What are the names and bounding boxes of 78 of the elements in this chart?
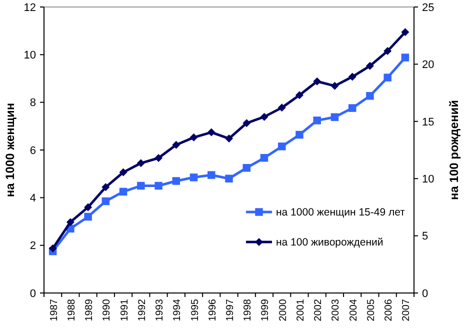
point <box>260 112 268 121</box>
x-tick-label: 1987 <box>48 298 60 322</box>
x-tick-label: 1994 <box>172 298 184 322</box>
point <box>225 174 233 182</box>
point <box>278 104 286 112</box>
point <box>313 77 322 86</box>
x-tick-label: 1997 <box>225 298 236 322</box>
point <box>102 197 110 206</box>
x-tick-label: 1995 <box>190 298 201 322</box>
point <box>102 183 110 192</box>
point <box>207 128 216 136</box>
x-tick-label: 2000 <box>278 298 289 322</box>
y-tick-label: 10 <box>24 50 36 62</box>
y-tick-label: 4 <box>30 192 36 205</box>
point <box>84 212 92 221</box>
y-tick-label: 0 <box>30 288 36 300</box>
y2-tick-label: 0 <box>422 288 428 300</box>
x-tick-label: 1999 <box>260 298 272 322</box>
point <box>366 62 374 70</box>
y2-axis-title: на 100 рождений <box>447 100 461 200</box>
x-tick-label: 2005 <box>366 298 377 322</box>
x-tick-label: 1998 <box>242 298 254 322</box>
x-tick-label: 1991 <box>119 298 130 322</box>
point <box>260 154 268 162</box>
x-tick-label: 1996 <box>207 298 218 322</box>
point <box>154 154 163 162</box>
point <box>84 203 92 212</box>
point <box>401 54 410 62</box>
x-tick-label: 1990 <box>102 298 113 322</box>
point <box>154 182 162 190</box>
point <box>119 168 128 176</box>
point <box>172 177 180 185</box>
y2-tick-label: 15 <box>422 116 434 128</box>
x-tick-label: 1989 <box>84 298 96 322</box>
y2-tick-label: 10 <box>422 173 434 186</box>
y-tick-label: 6 <box>30 144 36 157</box>
x-tick-label: 2006 <box>384 298 395 322</box>
point <box>208 171 216 179</box>
point <box>66 218 74 226</box>
point <box>137 182 145 190</box>
point <box>190 133 198 142</box>
y2-tick-label: 25 <box>422 2 434 14</box>
point <box>348 104 356 112</box>
point <box>119 188 128 196</box>
x-tick-label: 2007 <box>401 298 412 322</box>
point <box>242 164 250 172</box>
point <box>172 140 180 149</box>
x-tick-label: 2001 <box>295 298 306 322</box>
point <box>366 92 374 100</box>
y-axis-title: на 1000 женщин <box>3 102 17 198</box>
point <box>48 244 57 252</box>
point <box>225 134 233 143</box>
point <box>242 119 251 128</box>
point <box>136 159 145 168</box>
point <box>313 116 321 124</box>
legend-label: на 100 живорождений <box>276 236 384 249</box>
x-tick-label: 1988 <box>66 298 78 322</box>
y-tick-label: 2 <box>30 240 36 252</box>
point <box>384 74 392 82</box>
x-tick-label: 2002 <box>313 298 324 322</box>
point <box>384 47 392 56</box>
point <box>296 130 304 139</box>
y2-tick-label: 5 <box>422 230 428 243</box>
x-tick-label: 2003 <box>330 298 342 322</box>
point <box>330 113 339 121</box>
y-tick-label: 8 <box>30 97 36 110</box>
point <box>401 28 410 36</box>
y-tick-label: 12 <box>24 2 36 14</box>
x-tick-label: 2004 <box>348 298 360 322</box>
point <box>278 142 286 150</box>
legend-label: на 1000 женщин 15-49 лет <box>276 206 406 219</box>
point <box>295 91 304 100</box>
y2-tick-label: 20 <box>422 59 434 72</box>
x-tick-label: 1992 <box>136 298 148 322</box>
x-tick-label: 1993 <box>154 298 166 322</box>
point <box>190 174 198 182</box>
point <box>348 72 356 81</box>
point <box>330 82 339 90</box>
